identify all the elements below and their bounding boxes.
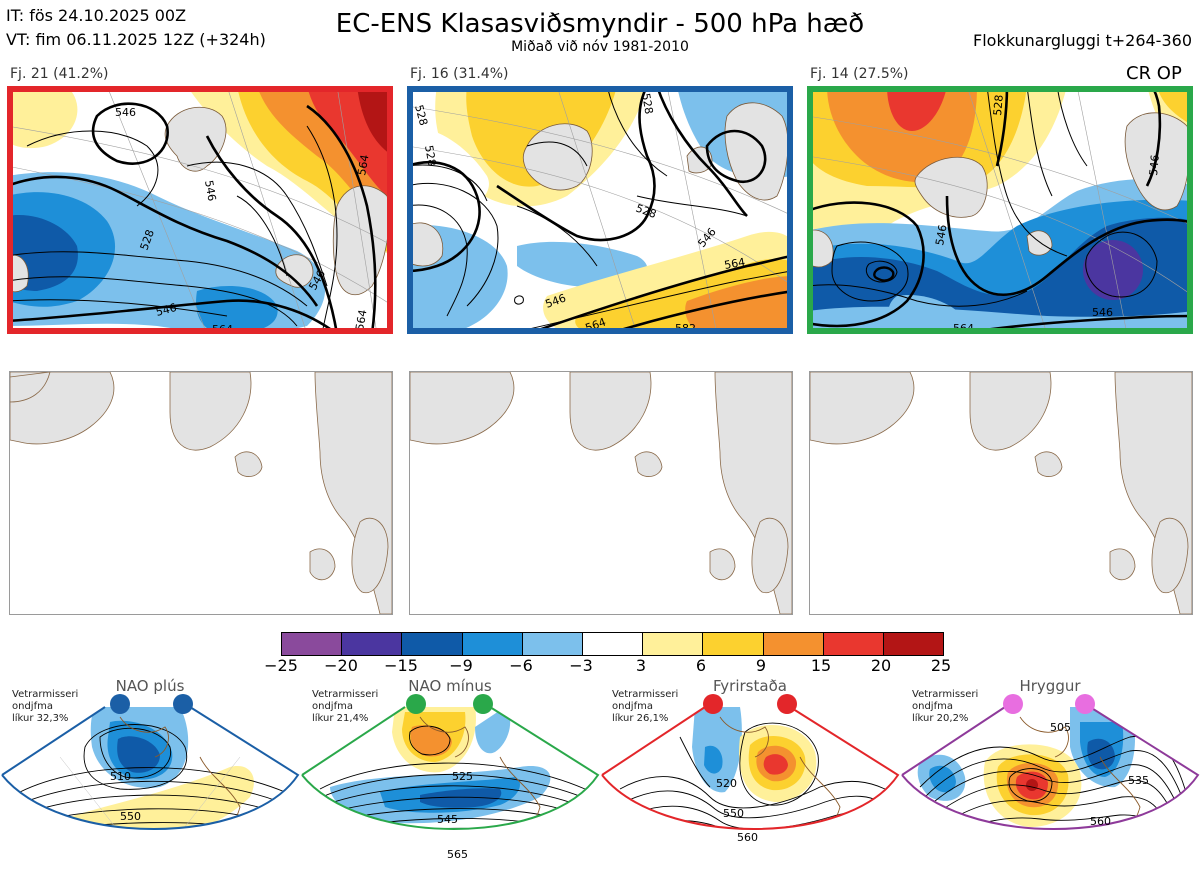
regime-1-note: Vetrarmisseri ondjfma líkur 32,3% [12, 689, 79, 724]
colorbar-tick: 15 [810, 656, 832, 675]
colorbar-tick: −3 [569, 656, 593, 675]
regime-ridge: 505 535 560 Hryggur Vetrarmisseri ondjfm… [900, 677, 1200, 871]
page-subtitle: Miðað við nóv 1981-2010 [511, 39, 689, 55]
cr-op-label: CR OP [1126, 63, 1182, 84]
cluster-1-contour-label: 546 [115, 106, 136, 119]
colorbar-swatch [582, 633, 644, 655]
colorbar-tick: −9 [449, 656, 473, 675]
regime-2-contour-label: 525 [452, 770, 473, 783]
colorbar-swatch [462, 633, 523, 655]
regime-4-contour-label: 535 [1128, 774, 1149, 787]
colorbar-tick: 25 [930, 656, 952, 675]
colorbar-swatch [643, 633, 704, 655]
regime-1-contour-label: 510 [110, 770, 131, 783]
cluster-1-contour-label: 564 [355, 154, 371, 177]
init-time: IT: fös 24.10.2025 00Z [6, 6, 187, 25]
regime-4-contour-label: 560 [1090, 815, 1111, 828]
regime-4-contour-label: 505 [1050, 721, 1071, 734]
colorbar-swatch [823, 633, 884, 655]
cluster-3-map: 528 546 546 546 564 [807, 86, 1193, 334]
colorbar-tick: −15 [384, 656, 418, 675]
regime-4-title: Hryggur [1019, 677, 1081, 695]
cluster-2-contour-label: 528 [639, 92, 655, 115]
colorbar-swatch [883, 633, 944, 655]
colorbar-tick: 9 [755, 656, 767, 675]
cluster-2-label: Fj. 16 (31.4%) [410, 66, 509, 82]
regime-nao-plus: 510 550 NAO plús Vetrarmisseri ondjfma l… [0, 677, 300, 871]
cluster-1-contour-label: 564 [353, 309, 369, 332]
empty-map-2 [409, 371, 793, 615]
cluster-3-contour-label: 546 [933, 224, 949, 247]
colorbar-swatch [703, 633, 764, 655]
classification-window: Flokkunargluggi t+264-360 [973, 31, 1192, 50]
cluster-2-contour-label: 564 [723, 256, 746, 272]
colorbar-tick: −25 [264, 656, 298, 675]
regime-1-contour-label: 550 [120, 810, 141, 823]
colorbar-swatch [402, 633, 463, 655]
regime-3-note: Vetrarmisseri ondjfma líkur 26,1% [612, 689, 679, 724]
cluster-3-label: Fj. 14 (27.5%) [810, 66, 909, 82]
colorbar-tick: 6 [695, 656, 707, 675]
cluster-3-contour-label: 528 [991, 94, 1006, 116]
regime-2-note: Vetrarmisseri ondjfma líkur 21,4% [312, 689, 379, 724]
regime-1-title: NAO plús [115, 677, 185, 695]
cluster-3-contour-label: 564 [953, 322, 974, 334]
colorbar-tick: −6 [509, 656, 533, 675]
cluster-2-contour-label: 582 [675, 322, 696, 334]
page-title: EC-ENS Klasasviðsmyndir - 500 hPa hæð [335, 9, 865, 39]
regime-3-contour-label: 520 [716, 777, 737, 790]
regime-2-title: NAO mínus [408, 677, 492, 695]
cluster-1-contour-label: 546 [202, 179, 218, 202]
cluster-3-contour-label: 546 [1092, 306, 1113, 319]
colorbar-swatch [522, 633, 583, 655]
regime-3-contour-label: 550 [723, 807, 744, 820]
colorbar-swatch [763, 633, 824, 655]
cluster-2-contour-label: 528 [412, 103, 430, 127]
colorbar [281, 632, 944, 656]
regime-3-contour-label: 560 [737, 831, 758, 844]
cluster-1-map: 546 546 528 546 564 564 564 546 [7, 86, 393, 334]
empty-map-3 [809, 371, 1193, 615]
cluster-1-contour-label: 564 [212, 323, 233, 334]
cluster-2-contour-label: 528 [422, 144, 438, 167]
regime-2-contour-label: 545 [437, 813, 458, 826]
colorbar-swatch [282, 633, 343, 655]
colorbar-tick: 20 [870, 656, 892, 675]
regime-nao-minus: 525 545 565 NAO mínus Vetrarmisseri ondj… [300, 677, 600, 871]
regime-blocking: 520 550 560 Fyrirstaða Vetrarmisseri ond… [600, 677, 900, 871]
colorbar-tick: −20 [324, 656, 358, 675]
regime-2-contour-label: 565 [447, 848, 468, 861]
empty-map-1 [9, 371, 393, 615]
colorbar-tick: 3 [635, 656, 647, 675]
cluster-1-contour-label: 546 [154, 301, 178, 319]
cluster-1-label: Fj. 21 (41.2%) [10, 66, 109, 82]
cluster-2-map: 528 528 528 528 546 564 546 564 582 [407, 86, 793, 334]
colorbar-swatch [342, 633, 403, 655]
cluster-3-contour-label: 546 [1147, 154, 1162, 176]
regime-3-title: Fyrirstaða [713, 677, 787, 695]
regime-4-note: Vetrarmisseri ondjfma líkur 20,2% [912, 689, 979, 724]
valid-time: VT: fim 06.11.2025 12Z (+324h) [6, 30, 266, 49]
